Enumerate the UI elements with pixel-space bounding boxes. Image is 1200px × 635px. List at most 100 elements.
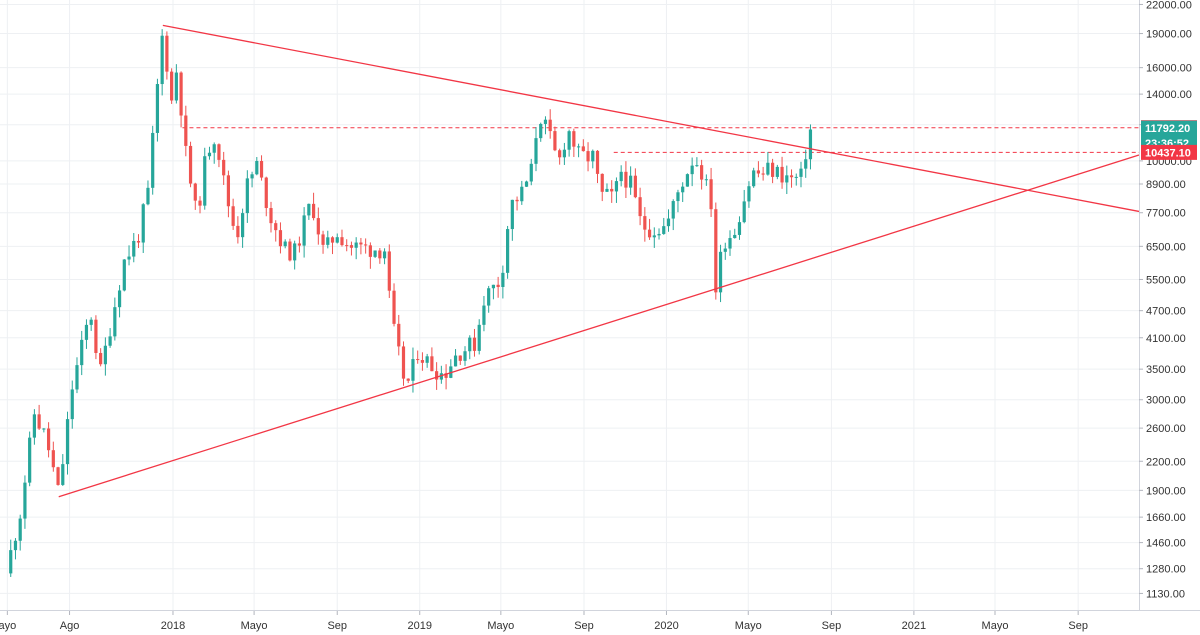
time-tick-label: 2021 bbox=[902, 620, 926, 632]
candle-down bbox=[236, 225, 240, 238]
time-axis[interactable]: ayo Ago 2018 Mayo Sep 2019 Mayo Sep 2020 Mayo Sep 2… bbox=[0, 611, 1088, 632]
candle-up bbox=[241, 213, 245, 238]
candle-up bbox=[524, 181, 529, 187]
candle-up bbox=[529, 163, 533, 182]
candle-up bbox=[354, 242, 358, 248]
candle-down bbox=[46, 428, 51, 451]
candle-up bbox=[501, 272, 505, 287]
candle-down bbox=[37, 414, 41, 429]
candle-up bbox=[652, 235, 656, 238]
candle-down bbox=[595, 150, 600, 174]
candle-down bbox=[364, 244, 368, 246]
candle-up bbox=[335, 237, 339, 243]
candle-down bbox=[572, 131, 576, 147]
time-tick-label: Sep bbox=[822, 620, 842, 632]
candle-up bbox=[132, 240, 136, 257]
candle-up bbox=[562, 149, 566, 158]
price-tick-label: 6500.00 bbox=[1146, 241, 1186, 253]
candle-up bbox=[207, 152, 212, 157]
candle-up bbox=[127, 256, 131, 260]
candle-down bbox=[288, 241, 292, 261]
candle-up bbox=[203, 156, 207, 206]
candle-down bbox=[416, 359, 420, 361]
candle-down bbox=[222, 159, 226, 176]
candle-down bbox=[515, 199, 519, 202]
time-tick-label: Sep bbox=[327, 620, 347, 632]
candle-up bbox=[302, 215, 306, 246]
candle-down bbox=[458, 355, 462, 361]
candle-up bbox=[326, 237, 330, 245]
candle-up bbox=[747, 186, 751, 202]
candle-up bbox=[629, 175, 633, 188]
price-tick-label: 22000.00 bbox=[1146, 0, 1192, 11]
time-tick-label: 2019 bbox=[407, 620, 431, 632]
candle-up bbox=[676, 192, 680, 202]
candle-down bbox=[278, 230, 283, 247]
candle-down bbox=[397, 323, 401, 347]
candle-down bbox=[548, 119, 552, 132]
candle-up bbox=[619, 171, 623, 182]
price-tick-label: 14000.00 bbox=[1146, 89, 1192, 101]
candle-down bbox=[496, 284, 500, 287]
horizontal-levels bbox=[182, 127, 1139, 153]
candle-up bbox=[155, 84, 160, 133]
candle-up bbox=[804, 159, 808, 169]
candles-layer bbox=[9, 29, 813, 577]
candle-up bbox=[576, 146, 581, 148]
price-tick-label: 1280.00 bbox=[1146, 564, 1186, 576]
candle-up bbox=[70, 389, 74, 420]
candle-down bbox=[789, 175, 794, 178]
candle-down bbox=[269, 208, 273, 224]
candle-down bbox=[401, 346, 406, 379]
candle-up bbox=[539, 123, 543, 139]
candle-down bbox=[633, 175, 637, 198]
candle-up bbox=[80, 339, 84, 366]
candle-up bbox=[666, 218, 671, 227]
candle-up bbox=[662, 226, 666, 234]
price-tick-label: 16000.00 bbox=[1146, 63, 1192, 75]
candle-down bbox=[406, 378, 410, 381]
price-tick-label: 1130.00 bbox=[1146, 588, 1185, 600]
candle-down bbox=[368, 245, 372, 257]
candle-up bbox=[605, 188, 609, 192]
candle-down bbox=[444, 373, 448, 378]
price-badge bbox=[1141, 144, 1197, 160]
price-tick-label: 2600.00 bbox=[1146, 423, 1186, 435]
candle-down bbox=[311, 203, 316, 219]
candle-up bbox=[733, 234, 737, 239]
candle-down bbox=[56, 467, 60, 485]
candle-down bbox=[387, 251, 391, 291]
candle-up bbox=[28, 437, 32, 483]
price-tick-label: 1460.00 bbox=[1146, 538, 1186, 550]
candle-down bbox=[553, 131, 557, 151]
candle-up bbox=[510, 199, 514, 230]
descending-resistance-trendline bbox=[162, 24, 1140, 213]
candle-up bbox=[250, 174, 254, 179]
candle-up bbox=[775, 166, 779, 177]
candle-down bbox=[259, 160, 264, 178]
candle-down bbox=[756, 170, 761, 174]
candle-down bbox=[345, 245, 349, 247]
candle-up bbox=[453, 355, 458, 367]
candle-up bbox=[591, 150, 595, 162]
candle-up bbox=[13, 540, 18, 551]
candle-up bbox=[146, 187, 150, 205]
candle-up bbox=[425, 356, 429, 363]
candle-up bbox=[75, 365, 79, 390]
grid-layer bbox=[0, 0, 1139, 610]
ascending-support-trendline bbox=[58, 154, 1140, 498]
candle-down bbox=[420, 360, 425, 363]
candle-up bbox=[671, 201, 675, 219]
candle-down bbox=[184, 115, 188, 146]
candle-down bbox=[51, 450, 55, 468]
candle-down bbox=[643, 216, 647, 230]
price-tick-label: 7700.00 bbox=[1146, 208, 1186, 220]
price-tick-label: 2200.00 bbox=[1146, 456, 1186, 468]
candle-up bbox=[468, 337, 472, 352]
time-tick-label: Sep bbox=[574, 620, 594, 632]
candle-down bbox=[359, 242, 363, 245]
candle-down bbox=[231, 206, 235, 226]
price-tick-label: 4100.00 bbox=[1146, 333, 1186, 345]
candle-up bbox=[657, 233, 661, 236]
